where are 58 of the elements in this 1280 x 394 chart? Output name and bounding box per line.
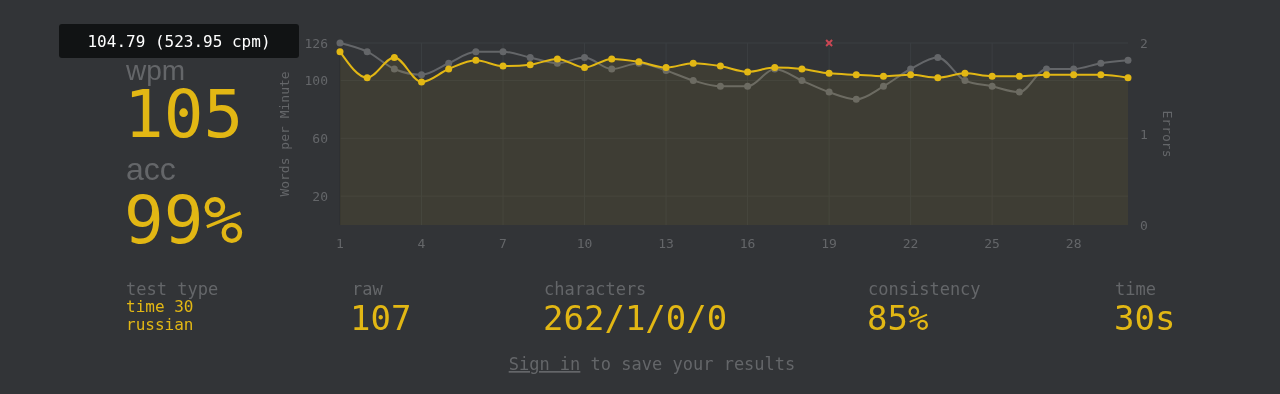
- text: 107: [350, 298, 412, 338]
- point: [852, 71, 860, 79]
- point: [390, 53, 398, 61]
- point: [336, 48, 344, 56]
- point: [1124, 56, 1132, 64]
- point: [716, 82, 724, 90]
- point: [689, 59, 697, 67]
- point: [526, 61, 534, 69]
- point: [472, 48, 480, 56]
- point: [744, 68, 752, 76]
- point: [825, 69, 833, 77]
- point: [798, 65, 806, 73]
- point: [1070, 71, 1078, 79]
- point: [418, 71, 426, 79]
- text: 262/1/0/0: [543, 298, 728, 338]
- point: [336, 39, 344, 47]
- text: 99%: [124, 182, 244, 259]
- text: time 30: [126, 297, 194, 316]
- point: [934, 74, 942, 82]
- point: [1097, 59, 1105, 67]
- point: [445, 59, 453, 67]
- text: 85%: [867, 298, 929, 338]
- point: [961, 69, 969, 77]
- point: [798, 77, 806, 85]
- point: [1042, 71, 1050, 79]
- point: [1015, 72, 1023, 80]
- point: [608, 65, 616, 73]
- point: [1015, 88, 1023, 96]
- point: [608, 55, 616, 63]
- point: [363, 74, 371, 82]
- text: russian: [126, 315, 194, 334]
- point: [418, 78, 426, 86]
- point: [825, 88, 833, 96]
- point: [689, 77, 697, 85]
- point: [390, 65, 398, 73]
- point: [581, 53, 589, 61]
- point: [363, 48, 371, 56]
- point: [1097, 71, 1105, 79]
- text: 30s: [1114, 298, 1176, 338]
- point: [744, 82, 752, 90]
- point: [907, 71, 915, 79]
- point: [852, 95, 860, 103]
- point: [553, 55, 561, 63]
- point: [1124, 74, 1132, 82]
- point: [526, 53, 534, 61]
- text: 104.79 (523.95 cpm): [87, 31, 271, 51]
- point: [716, 62, 724, 70]
- point: [934, 53, 942, 61]
- point: [499, 62, 507, 70]
- point: [879, 72, 887, 80]
- point: [879, 82, 887, 90]
- point: [445, 65, 453, 73]
- point: [988, 82, 996, 90]
- point: [581, 64, 589, 72]
- point: [472, 56, 480, 64]
- point: [499, 48, 507, 56]
- point: [961, 77, 969, 85]
- point: [988, 72, 996, 80]
